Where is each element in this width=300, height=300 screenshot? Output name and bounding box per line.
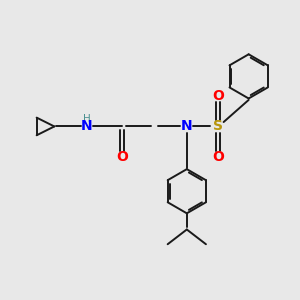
Text: H: H	[83, 114, 91, 124]
Text: N: N	[181, 119, 193, 134]
Text: S: S	[213, 119, 223, 134]
Text: O: O	[212, 88, 224, 103]
Text: O: O	[116, 150, 128, 164]
Text: N: N	[81, 119, 92, 134]
Text: O: O	[212, 150, 224, 164]
